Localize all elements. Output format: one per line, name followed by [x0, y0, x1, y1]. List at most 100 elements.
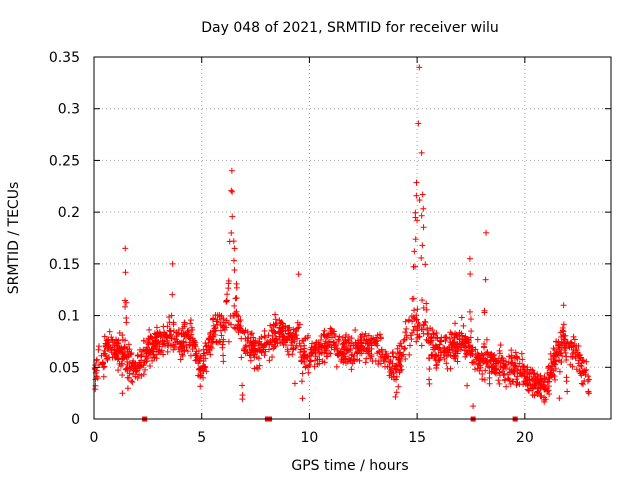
data-point — [486, 374, 493, 381]
data-point — [518, 350, 525, 357]
data-point — [555, 338, 562, 345]
data-point — [269, 353, 276, 360]
y-tick-label: 0.35 — [49, 50, 80, 66]
data-point — [269, 336, 276, 343]
data-point — [189, 326, 196, 333]
data-point — [187, 352, 194, 359]
data-point — [299, 370, 306, 377]
data-point — [580, 358, 587, 365]
data-point — [347, 357, 354, 364]
data-point — [247, 339, 254, 346]
data-point — [482, 367, 489, 374]
data-point — [504, 371, 511, 378]
data-point — [558, 359, 565, 366]
data-point — [157, 333, 164, 340]
data-point — [227, 312, 234, 319]
data-point — [488, 350, 495, 357]
data-point — [208, 345, 215, 352]
data-point — [186, 342, 193, 349]
data-point — [282, 328, 289, 335]
data-point — [547, 356, 554, 363]
data-point — [120, 353, 127, 360]
data-point — [420, 224, 427, 231]
data-point — [414, 306, 421, 313]
data-point — [580, 369, 587, 376]
data-point — [514, 355, 521, 362]
data-point — [116, 329, 123, 336]
data-point — [481, 376, 488, 383]
data-point — [446, 346, 453, 353]
data-point — [165, 340, 172, 347]
data-point — [285, 351, 292, 358]
data-point — [207, 351, 214, 358]
data-point — [106, 328, 113, 335]
data-point — [238, 335, 245, 342]
data-point — [555, 344, 562, 351]
data-point — [413, 192, 420, 199]
data-point — [340, 350, 347, 357]
data-point — [516, 381, 523, 388]
data-point — [467, 334, 474, 341]
data-point — [229, 188, 236, 195]
data-point — [345, 339, 352, 346]
data-point — [428, 334, 435, 341]
x-tick-label: 10 — [301, 430, 319, 446]
data-point — [400, 337, 407, 344]
data-point — [128, 378, 135, 385]
data-point — [367, 355, 374, 362]
data-point — [534, 388, 541, 395]
data-point — [290, 345, 297, 352]
data-point — [496, 380, 503, 387]
data-point — [205, 335, 212, 342]
data-point — [151, 340, 158, 347]
data-point — [178, 329, 185, 336]
data-point — [580, 381, 587, 388]
data-point — [402, 318, 409, 325]
data-point — [256, 338, 263, 345]
data-point — [102, 343, 109, 350]
data-point — [579, 370, 586, 377]
data-point — [461, 340, 468, 347]
data-point — [217, 319, 224, 326]
data-point — [420, 205, 427, 212]
data-point — [220, 358, 227, 365]
data-point — [130, 367, 137, 374]
data-point — [132, 361, 139, 368]
data-point — [556, 368, 563, 375]
data-point — [430, 344, 437, 351]
data-point — [454, 333, 461, 340]
data-point — [284, 346, 291, 353]
data-point — [422, 261, 429, 268]
data-point — [504, 376, 511, 383]
data-point — [454, 343, 461, 350]
data-point — [485, 363, 492, 370]
data-point — [195, 360, 202, 367]
data-point — [324, 332, 331, 339]
data-point — [99, 360, 106, 367]
data-point — [411, 248, 418, 255]
data-point — [122, 297, 129, 304]
data-point — [520, 363, 527, 370]
data-point — [416, 197, 423, 204]
data-point — [365, 332, 372, 339]
data-point — [348, 366, 355, 373]
data-point — [131, 362, 138, 369]
data-point — [463, 343, 470, 350]
data-point — [389, 365, 396, 372]
data-point — [335, 336, 342, 343]
data-point — [219, 341, 226, 348]
data-point — [413, 338, 420, 345]
data-point — [360, 346, 367, 353]
data-point — [343, 331, 350, 338]
data-point — [280, 333, 287, 340]
data-point — [521, 368, 528, 375]
data-point — [366, 339, 373, 346]
data-point — [175, 326, 182, 333]
data-point — [129, 378, 136, 385]
data-point — [496, 369, 503, 376]
data-point — [514, 373, 521, 380]
data-point — [159, 337, 166, 344]
data-point — [122, 366, 129, 373]
data-point — [179, 346, 186, 353]
data-point — [319, 358, 326, 365]
